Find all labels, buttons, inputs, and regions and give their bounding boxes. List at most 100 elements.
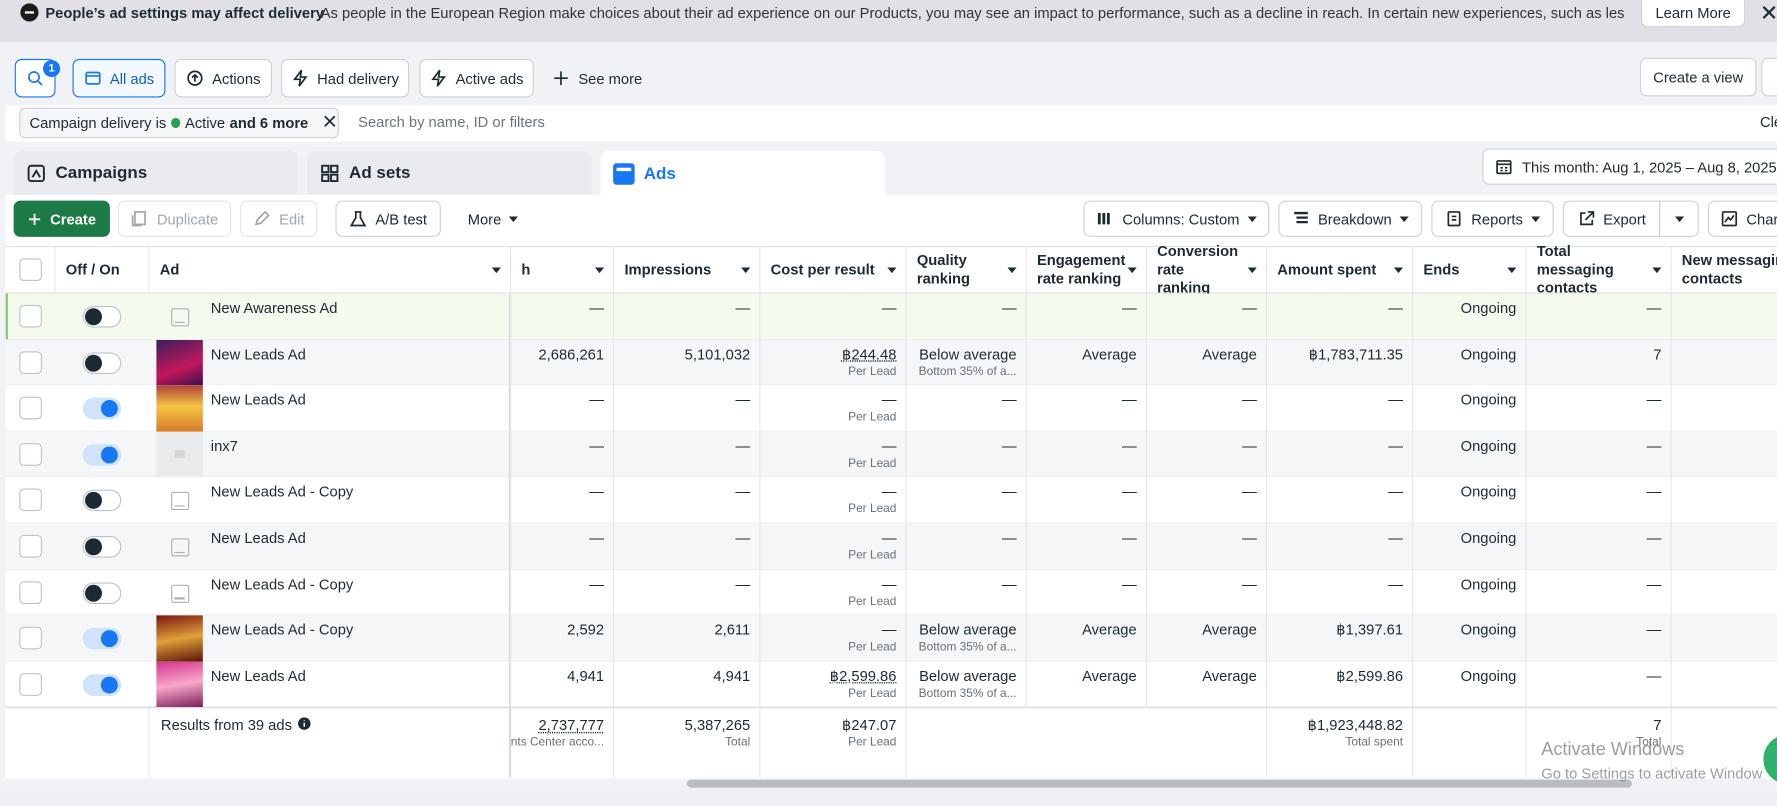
column-header[interactable]: Ad (148, 245, 510, 294)
chip-close[interactable] (322, 113, 338, 132)
create-button[interactable]: Create (13, 200, 110, 237)
column-header[interactable]: Cost per result (759, 245, 905, 294)
horizontal-scrollbar[interactable] (686, 779, 1632, 788)
create-view[interactable]: Create a view (1639, 57, 1757, 97)
cell-value: — (1646, 437, 1662, 455)
more-button[interactable]: More (453, 200, 533, 237)
cell-cost: ฿244.48 Per Lead (759, 339, 905, 386)
column-header[interactable]: h (509, 245, 613, 294)
ad-name[interactable]: New Leads Ad - Copy (210, 575, 354, 593)
columns-button[interactable]: Columns: Custom (1083, 200, 1270, 237)
cell-value: — (735, 437, 751, 455)
search-icon (28, 71, 43, 86)
frozen-divider (508, 431, 512, 478)
cell-impressions: — (613, 569, 759, 616)
cell-value: — (1121, 483, 1137, 501)
delivery-toggle[interactable] (82, 674, 122, 696)
cell-value: — (1242, 437, 1257, 455)
ad-name[interactable]: New Leads Ad (210, 391, 306, 409)
see-more[interactable]: See more (549, 59, 646, 98)
row-checkbox[interactable] (19, 350, 42, 374)
view-filter[interactable]: Active ads (419, 58, 534, 98)
cell-value: — (1242, 299, 1257, 317)
level-tab[interactable]: Ads (600, 150, 886, 197)
row-checkbox[interactable] (19, 580, 42, 604)
delivery-toggle[interactable] (82, 536, 122, 558)
cell-value: — (1646, 575, 1662, 593)
reports-button-label: Reports (1471, 210, 1523, 228)
column-header[interactable]: New messaging contacts (1670, 245, 1777, 294)
clear-link[interactable]: Cle (1759, 113, 1777, 131)
edit-button[interactable]: Edit (240, 200, 318, 237)
column-header[interactable]: Off / On (54, 245, 148, 294)
column-header[interactable]: Impressions (613, 245, 759, 294)
cell-value: Below average (919, 345, 1017, 363)
ad-name[interactable]: New Leads Ad (210, 529, 306, 547)
cell-value: Average (1202, 345, 1257, 363)
column-header[interactable]: Quality ranking (905, 245, 1025, 294)
ad-name[interactable]: New Leads Ad (210, 345, 306, 363)
export-menu[interactable] (1659, 200, 1699, 237)
date-range[interactable]: This month: Aug 1, 2025 – Aug 8, 2025 (1482, 148, 1777, 185)
delivery-toggle[interactable] (82, 582, 122, 604)
view-filter[interactable]: Actions (174, 58, 272, 98)
level-tab[interactable]: Ad sets (307, 150, 592, 195)
delivery-toggle[interactable] (82, 397, 122, 420)
search-input[interactable]: Search by name, ID or filters (358, 113, 545, 131)
banner-close[interactable] (1760, 3, 1777, 25)
reports-button[interactable]: Reports (1431, 200, 1554, 237)
filter-chip[interactable]: Campaign delivery is Active and 6 more (19, 107, 339, 139)
cell-value: — (1646, 483, 1662, 501)
delivery-toggle[interactable] (82, 444, 122, 466)
delivery-toggle[interactable] (82, 490, 122, 512)
duplicate-button[interactable]: Duplicate (117, 200, 232, 237)
cell-quality: Below average Bottom 35% of a... (905, 615, 1025, 662)
cell-engagement: — (1025, 293, 1146, 340)
cell-cost: ฿2,599.86 Per Lead (759, 661, 905, 708)
row-checkbox[interactable] (19, 304, 42, 328)
banner (0, 0, 1777, 42)
overflow-button[interactable] (1761, 57, 1777, 97)
delivery-toggle[interactable] (82, 305, 122, 328)
cell-value: — (1001, 575, 1017, 593)
header-checkbox[interactable] (19, 258, 42, 282)
cell-messaging: — (1525, 431, 1670, 478)
column-header[interactable]: Ends (1412, 245, 1525, 294)
cell-value: Ongoing (1460, 529, 1517, 547)
ad-name[interactable]: New Awareness Ad (210, 299, 338, 317)
breakdown-icon (1294, 211, 1308, 224)
ad-name[interactable]: New Leads Ad - Copy (210, 621, 354, 639)
delivery-toggle[interactable] (82, 351, 122, 374)
row-checkbox[interactable] (19, 534, 42, 558)
row-checkbox[interactable] (19, 442, 42, 466)
column-header[interactable]: Total messaging contacts (1525, 243, 1670, 296)
breakdown-button[interactable]: Breakdown (1278, 200, 1423, 237)
cell-value: — (1242, 575, 1257, 593)
learn-more[interactable]: Learn More (1641, 0, 1746, 28)
ad-name[interactable]: New Leads Ad (210, 667, 306, 685)
cell-value: — (881, 621, 897, 639)
ab-test-button[interactable]: A/B test (335, 200, 441, 237)
toggle-knob (100, 400, 118, 418)
cell-amount-spent: — (1265, 385, 1412, 432)
column-header[interactable]: Amount spent (1265, 245, 1412, 294)
ad-name[interactable]: New Leads Ad - Copy (210, 483, 354, 501)
ad-name[interactable]: inx7 (210, 437, 238, 455)
row-checkbox[interactable] (19, 672, 42, 696)
ab-test-button-label: A/B test (375, 210, 427, 228)
export-button[interactable]: Export (1562, 200, 1661, 237)
level-tab[interactable]: Campaigns (13, 150, 299, 195)
column-header[interactable]: Conversion rate ranking (1145, 243, 1266, 296)
view-filter[interactable]: All ads (72, 58, 166, 98)
row-checkbox[interactable] (19, 626, 42, 650)
chart-button[interactable]: Chart (1707, 200, 1777, 237)
row-checkbox[interactable] (19, 488, 42, 512)
cell-new-messaging (1670, 385, 1777, 432)
ad-thumbnail (171, 308, 190, 327)
column-header[interactable]: Engagement rate ranking (1025, 245, 1146, 294)
row-checkbox[interactable] (19, 396, 42, 420)
create-button-label: Create (50, 210, 97, 228)
delivery-toggle[interactable] (82, 628, 122, 650)
cell-value: — (1388, 483, 1404, 501)
view-filter[interactable]: Had delivery (281, 58, 410, 98)
